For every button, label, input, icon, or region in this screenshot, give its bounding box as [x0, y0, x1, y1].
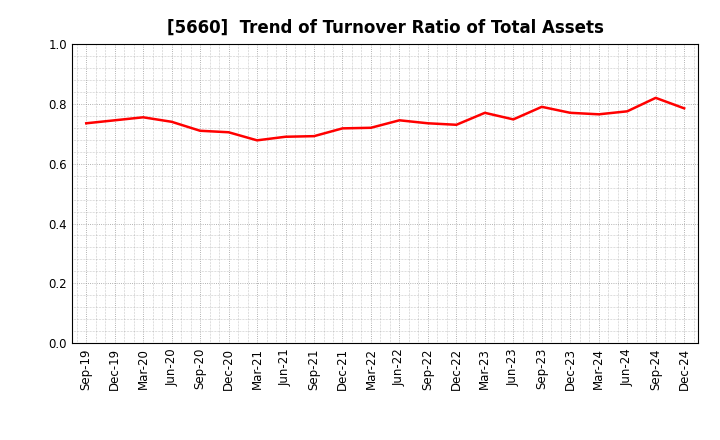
Title: [5660]  Trend of Turnover Ratio of Total Assets: [5660] Trend of Turnover Ratio of Total … [167, 19, 603, 37]
